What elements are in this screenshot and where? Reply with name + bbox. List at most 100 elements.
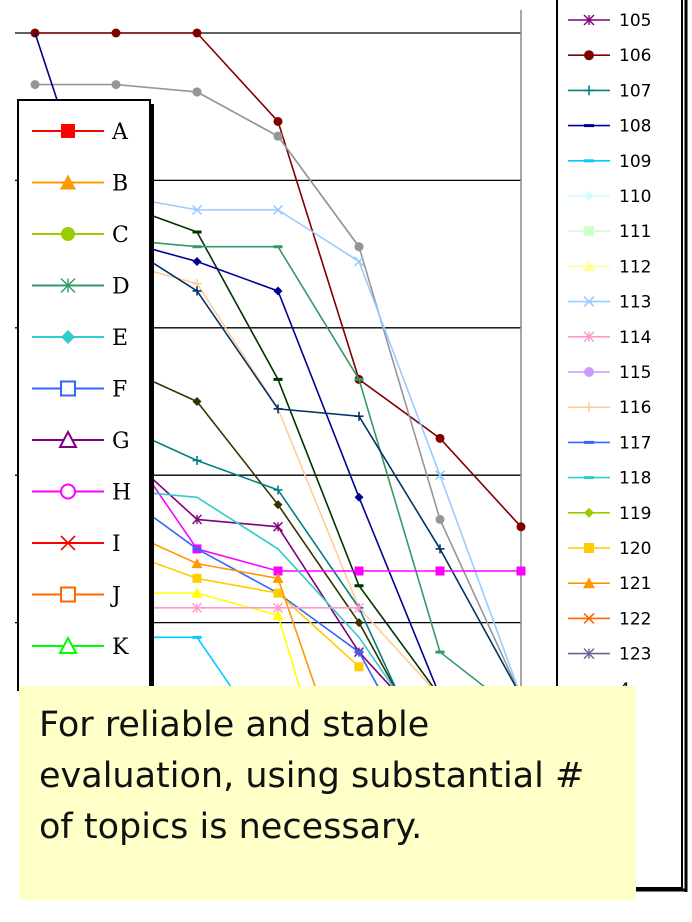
series-6-line [115, 238, 498, 697]
series-10 [111, 360, 401, 697]
legend-right-marker-3 [584, 124, 594, 128]
legend-left-box [17, 99, 151, 691]
legend-right-entry-2: 107 [568, 81, 651, 101]
legend-right-label-9: 114 [619, 328, 651, 348]
series-16-point-3 [354, 662, 364, 672]
series-9-point-3 [354, 411, 364, 421]
series-0-point-6 [516, 522, 526, 532]
series-7-point-1 [192, 256, 202, 266]
legend-left-entry-0: A [32, 120, 129, 145]
series-9-point-4 [435, 544, 445, 554]
series-2-point-1 [273, 131, 283, 141]
series-7-point-3 [354, 492, 364, 502]
legend-right-marker-17 [583, 612, 595, 624]
series-13-line [115, 430, 521, 572]
series-20-point-1 [192, 635, 202, 639]
series-10-point-1 [192, 397, 202, 406]
legend-left-marker-4 [61, 330, 75, 344]
legend-left-entry-6: G [32, 429, 130, 454]
series-0-point-2 [192, 28, 202, 38]
callout-text: For reliable and stable evaluation, usin… [39, 705, 585, 847]
series-19-point-1 [192, 602, 202, 613]
legend-right-entry-7: 112 [568, 257, 651, 277]
legend-right-entry-11: 116 [568, 398, 651, 418]
legend-right-label-12: 117 [619, 433, 651, 453]
legend-right-marker-8 [583, 296, 595, 308]
legend-right-marker-2 [584, 85, 594, 96]
series-13-point-5 [516, 566, 526, 576]
series-6-point-1 [192, 245, 202, 249]
legend-right-marker-18 [583, 648, 595, 660]
series-1-point-0 [30, 80, 40, 90]
legend-right-marker-12 [584, 440, 594, 444]
legend-right-marker-5 [584, 191, 594, 201]
series-2-point-2 [354, 242, 364, 252]
series-13-point-4 [435, 566, 445, 576]
legend-right-entry-3: 108 [568, 117, 651, 137]
legend-left-marker-6 [58, 429, 78, 448]
series-6-point-4 [435, 650, 445, 654]
series-14 [115, 489, 401, 697]
legend-right-marker-16 [583, 577, 595, 589]
series-15-point-3 [354, 650, 364, 654]
series-3 [34, 32, 61, 107]
legend-right-label-4: 109 [619, 152, 651, 172]
legend-right-entry-4: 109 [568, 152, 651, 172]
series-11-point-2 [273, 485, 283, 495]
series-9-point-1 [192, 286, 202, 296]
series-4-line [115, 194, 522, 697]
legend-right-marker-10 [584, 367, 594, 377]
legend-right-marker-4 [584, 159, 594, 163]
legend-right-marker-9 [583, 331, 595, 343]
series-2-point-0 [192, 87, 202, 97]
series-6-point-2 [273, 245, 283, 249]
legend-right-label-16: 121 [619, 574, 651, 594]
legend-left-entry-3: D [32, 275, 130, 300]
legend-right-label-14: 119 [619, 504, 651, 524]
legend-left-marker-8 [60, 535, 76, 551]
series-12-point-1 [192, 514, 202, 525]
legend-right-entry-14: 119 [568, 504, 651, 524]
legend-right-label-5: 110 [619, 187, 651, 207]
series-16-point-2 [273, 588, 283, 598]
legend-right-entry-15: 120 [568, 539, 651, 559]
legend-right-marker-15 [584, 543, 594, 553]
legend-left-label-1: B [112, 172, 128, 197]
legend-right-label-1: 106 [619, 46, 651, 66]
series-19-point-2 [273, 602, 283, 613]
legend-right-entry-1: 106 [568, 46, 651, 66]
legend-right-entry-10: 115 [568, 363, 651, 383]
legend-left-entry-1: B [32, 172, 128, 197]
series-3-line [34, 32, 61, 107]
legend-right-entry-12: 117 [568, 433, 651, 453]
series-19-point-3 [354, 602, 364, 613]
legend-left-label-0: A [111, 120, 129, 145]
series-12-point-2 [273, 521, 283, 532]
series-9-point-2 [273, 404, 283, 414]
legend-left-items: A B C D E F G H I J K [32, 120, 131, 660]
legend-left-marker-5 [60, 380, 76, 397]
legend-right-entry-17: 122 [568, 609, 651, 629]
legend-right-label-2: 107 [619, 81, 651, 101]
legend-right-marker-0 [583, 14, 595, 26]
series-10-line [115, 363, 401, 697]
series-0-point-5 [435, 433, 445, 443]
legend-left-label-8: I [112, 532, 121, 557]
legend-right-entry-6: 111 [568, 222, 651, 242]
series-4-point-3 [353, 256, 365, 267]
legend-right-label-7: 112 [619, 257, 651, 277]
legend-left-label-2: C [112, 223, 129, 248]
legend-left-entry-7: H [32, 481, 131, 506]
legend-right-entry-9: 114 [568, 328, 651, 348]
callout-text-box: For reliable and stable evaluation, usin… [19, 686, 636, 900]
series-10-point-2 [273, 500, 283, 510]
legend-left-marker-1 [60, 174, 76, 190]
legend-right-label-11: 116 [619, 398, 651, 418]
legend-left-entry-5: F [32, 378, 127, 403]
legend-right-label-10: 115 [619, 363, 651, 383]
series-13-point-2 [273, 566, 283, 576]
legend-right-entry-16: 121 [568, 574, 651, 594]
legend-left-marker-9 [60, 586, 76, 603]
legend-right-entry-8: 113 [568, 293, 651, 313]
legend-right-label-6: 111 [619, 222, 651, 242]
